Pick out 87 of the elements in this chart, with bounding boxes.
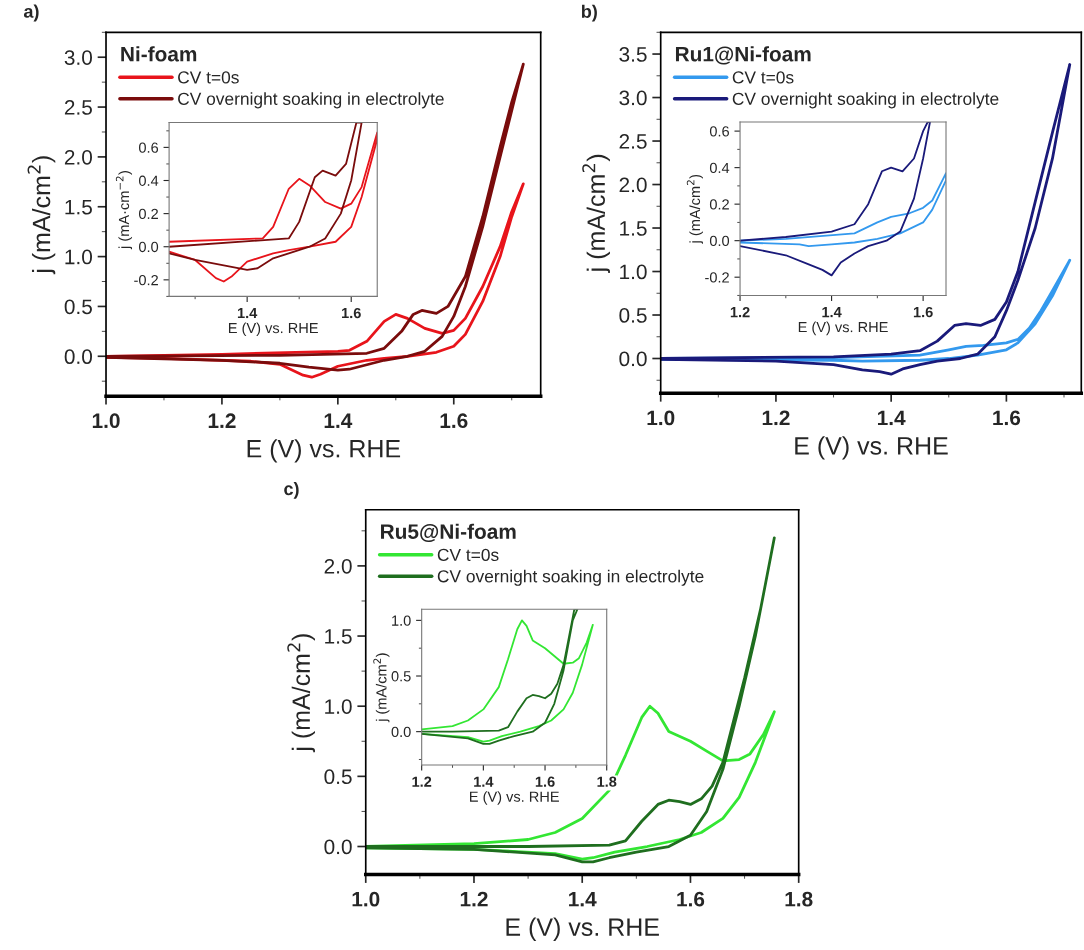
y-tick-label: 0.0: [64, 349, 93, 365]
y-tick-label: 0.0: [324, 839, 352, 855]
x-axis-title: E (V) vs. RHE: [247, 439, 401, 463]
line-series: [421, 619, 594, 743]
x-tick-label: 1.6: [677, 891, 705, 907]
y-tick-label: 2.0: [324, 558, 352, 574]
y-axis-title: j (mA/cm$^{2}$): [373, 653, 390, 723]
y-tick-label: 0.0: [619, 351, 647, 367]
legend-label: CV overnight soaking in electrolyte: [437, 569, 704, 586]
x-axis-title: E (V) vs. RHE: [470, 791, 559, 805]
x-tick-label: 1.2: [730, 306, 750, 318]
chart-title: b): [581, 4, 597, 22]
x-tick-label: 1.2: [412, 776, 432, 787]
line-series: [106, 62, 525, 372]
y-tick-label: 0.5: [391, 671, 411, 682]
y-tick-label: 1.5: [620, 221, 647, 236]
x-tick-label: 1.4: [822, 307, 842, 318]
legend-label: CV overnight soaking in electrolyte: [178, 92, 444, 109]
line-series: [421, 609, 579, 745]
y-tick-label: 0.5: [64, 299, 92, 315]
y-tick-label: 0.5: [619, 308, 647, 323]
line-series: [169, 131, 378, 283]
y-axis-title: j (mA/cm$^{2}$): [27, 156, 56, 275]
y-tick-label: 0.0: [138, 241, 159, 253]
line-series: [740, 121, 931, 277]
legend-label: CV t=0s: [178, 71, 239, 84]
x-axis-title: E (V) vs. RHE: [798, 321, 888, 336]
x-tick-label: 1.2: [460, 891, 488, 907]
x-tick-label: 1.0: [647, 410, 675, 426]
y-tick-label: -0.2: [134, 274, 158, 286]
y-tick-label: 0.0: [391, 726, 411, 738]
y-tick-label: 0.6: [709, 126, 729, 137]
x-tick-label: 1.6: [913, 306, 933, 318]
x-tick-label: 1.4: [474, 776, 494, 787]
line-series: [660, 63, 1072, 376]
y-tick-label: -0.2: [705, 272, 729, 283]
x-tick-label: 1.8: [597, 776, 617, 787]
y-tick-label: 2.0: [619, 177, 647, 193]
line-series: [169, 122, 363, 271]
y-tick-label: 0.2: [709, 199, 729, 210]
y-tick-label: 0.5: [324, 769, 352, 785]
x-tick-label: 1.2: [208, 413, 236, 428]
x-tick-label: 1.6: [342, 307, 361, 319]
y-tick-label: 0.6: [138, 142, 159, 153]
y-tick-label: 0.4: [138, 175, 159, 186]
x-axis-title: E (V) vs. RHE: [506, 917, 659, 941]
x-tick-label: 1.0: [92, 413, 120, 429]
y-tick-label: 1.5: [325, 629, 352, 644]
y-tick-label: 1.0: [325, 699, 352, 714]
legend-label: CV t=0s: [437, 548, 499, 562]
x-tick-label: 1.4: [877, 410, 906, 426]
y-tick-label: 3.0: [619, 90, 647, 106]
legend-title: Ni-foam: [121, 46, 197, 62]
legend-label: CV t=0s: [732, 71, 794, 84]
line-series: [740, 172, 947, 248]
x-tick-label: 1.2: [762, 410, 790, 426]
y-tick-label: 1.5: [65, 199, 92, 215]
y-tick-label: 1.0: [392, 615, 411, 626]
x-tick-label: 1.0: [352, 891, 380, 907]
y-tick-label: 1.0: [620, 264, 647, 280]
y-tick-label: 2.0: [64, 149, 93, 165]
x-tick-label: 1.4: [324, 413, 353, 428]
y-tick-label: 2.5: [64, 100, 92, 115]
y-tick-label: 2.5: [619, 134, 647, 149]
y-axis-title: j (mA·cm$^{−2}$): [115, 171, 133, 250]
x-tick-label: 1.6: [440, 413, 468, 429]
x-tick-label: 1.4: [237, 308, 258, 319]
y-axis-title: j (mA/cm$^{2}$): [686, 174, 703, 244]
y-axis-title: j (mA/cm$^{2}$): [582, 154, 610, 273]
y-tick-label: 0.2: [138, 208, 158, 220]
x-tick-label: 1.6: [535, 776, 555, 787]
legend-title: Ru5@Ni-foam: [381, 523, 516, 543]
y-tick-label: 3.0: [64, 50, 93, 65]
y-axis-title: j (mA/cm$^{2}$): [287, 634, 315, 753]
x-axis-title: E (V) vs. RHE: [228, 322, 318, 337]
chart-title: c): [284, 481, 299, 499]
chart-title: a): [23, 4, 39, 22]
y-tick-label: 0.4: [709, 162, 730, 174]
x-tick-label: 1.4: [569, 892, 597, 907]
x-tick-label: 1.8: [785, 891, 813, 907]
x-axis-title: E (V) vs. RHE: [795, 436, 948, 460]
x-tick-label: 1.6: [993, 410, 1021, 426]
legend-label: CV overnight soaking in electrolyte: [732, 92, 999, 109]
y-tick-label: 0.0: [709, 235, 730, 247]
legend-title: Ru1@Ni-foam: [675, 46, 811, 65]
y-tick-label: 1.0: [65, 249, 93, 265]
y-tick-label: 3.5: [619, 47, 647, 62]
